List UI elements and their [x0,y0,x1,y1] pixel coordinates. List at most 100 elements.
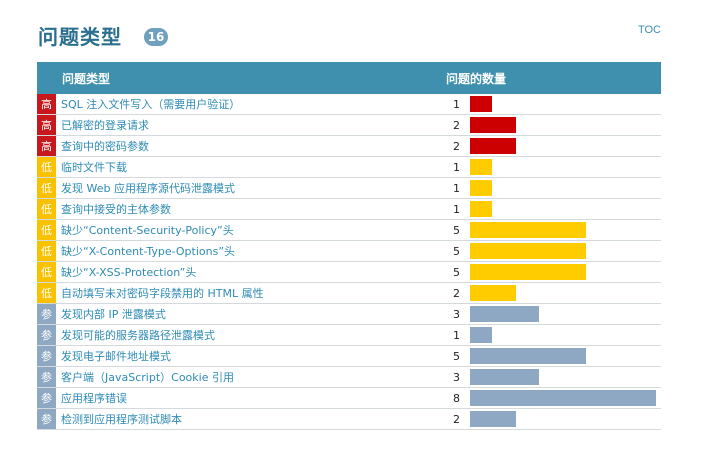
issue-count-bar-cell [470,324,662,346]
issue-type-table: 问题类型 问题的数量 高 SQL 注入文件写入（需要用户验证） 1 高已解密的登录请求… [37,62,662,430]
table-row: 高 SQL 注入文件写入（需要用户验证） 1 [37,94,662,115]
table-row: 参发现电子邮件地址模式 5 [37,345,662,367]
issue-type-link[interactable]: 临时文件下载 [56,156,443,178]
severity-info-badge: 参 [37,387,56,409]
issue-type-link[interactable]: 检测到应用程序测试脚本 [56,408,443,430]
table-row: 低查询中接受的主体参数 1 [37,198,662,220]
column-header-issue-count: 问题的数量 [442,62,662,94]
issue-count-bar [470,264,587,280]
issue-count-value: 1 [442,198,471,220]
issue-type-link[interactable]: 应用程序错误 [56,387,443,409]
issue-count-bar [470,243,587,259]
issue-count-value: 1 [442,94,471,115]
severity-low-badge: 低 [37,198,56,220]
issue-count-value: 2 [442,408,471,430]
severity-info-badge: 参 [37,408,56,430]
table-row: 参应用程序错误 8 [37,387,662,409]
issue-count-bar-cell [470,240,662,262]
table-row: 低缺少“Content-Security-Policy”头 5 [37,219,662,241]
table-row: 参发现内部 IP 泄露模式 3 [37,303,662,325]
issue-count-bar-cell [470,135,662,157]
severity-info-badge: 参 [37,345,56,367]
issue-count-bar-cell [470,177,662,199]
issue-type-link[interactable]: 已解密的登录请求 [56,114,443,136]
issue-count-badge: 16 [144,28,168,46]
issue-count-bar [470,180,493,196]
table-row: 参检测到应用程序测试脚本 2 [37,408,662,430]
issue-count-value: 8 [442,387,471,409]
issue-count-value: 2 [442,114,471,136]
issue-count-value: 5 [442,240,471,262]
issue-count-value: 2 [442,282,471,304]
severity-low-badge: 低 [37,177,56,199]
issue-count-bar [470,390,657,406]
issue-count-bar-cell [470,408,662,430]
issue-count-bar-cell [470,94,662,115]
severity-high-badge: 高 [37,135,56,157]
severity-info-badge: 参 [37,366,56,388]
issue-count-bar [470,369,540,385]
table-row: 低临时文件下载 1 [37,156,662,178]
issue-count-bar [470,201,493,217]
issue-count-bar [470,411,517,427]
table-row: 低缺少“X-XSS-Protection”头 5 [37,261,662,283]
table-row: 低自动填写未对密码字段禁用的 HTML 属性 2 [37,282,662,304]
issue-count-bar-cell [470,198,662,220]
issue-count-bar [470,285,517,301]
title-row: 问题类型 16 [38,20,168,50]
severity-info-badge: 参 [37,303,56,325]
issue-type-link[interactable]: SQL 注入文件写入（需要用户验证） [56,94,443,115]
issue-type-link[interactable]: 查询中接受的主体参数 [56,198,443,220]
issue-type-link[interactable]: 发现内部 IP 泄露模式 [56,303,443,325]
table-row: 低发现 Web 应用程序源代码泄露模式 1 [37,177,662,199]
severity-info-badge: 参 [37,324,56,346]
severity-high-badge: 高 [37,114,56,136]
issue-type-link[interactable]: 缺少“X-Content-Type-Options”头 [56,240,443,262]
table-row: 高查询中的密码参数 2 [37,135,662,157]
issue-count-value: 5 [442,345,471,367]
table-row: 参客户端（JavaScript）Cookie 引用 3 [37,366,662,388]
issue-type-link[interactable]: 发现 Web 应用程序源代码泄露模式 [56,177,443,199]
table-row: 参发现可能的服务器路径泄露模式 1 [37,324,662,346]
issue-count-bar [470,117,517,133]
page-title: 问题类型 [38,24,122,49]
issue-count-bar [470,222,587,238]
issue-type-link[interactable]: 查询中的密码参数 [56,135,443,157]
issue-count-bar-cell [470,156,662,178]
severity-low-badge: 低 [37,219,56,241]
issue-count-bar-cell [470,345,662,367]
issue-count-value: 5 [442,219,471,241]
issue-type-link[interactable]: 缺少“Content-Security-Policy”头 [56,219,443,241]
table-header-row: 问题类型 问题的数量 [37,62,662,94]
severity-high-badge: 高 [37,94,56,115]
issue-count-bar [470,348,587,364]
issue-count-value: 1 [442,156,471,178]
table-row: 高已解密的登录请求 2 [37,114,662,136]
issue-count-bar [470,327,493,343]
issue-count-bar-cell [470,282,662,304]
issue-count-bar-cell [470,114,662,136]
issue-type-link[interactable]: 发现可能的服务器路径泄露模式 [56,324,443,346]
issue-count-value: 2 [442,135,471,157]
issue-count-value: 5 [442,261,471,283]
severity-low-badge: 低 [37,282,56,304]
issue-count-bar [470,159,493,175]
severity-low-badge: 低 [37,240,56,262]
issue-count-bar [470,96,493,112]
severity-low-badge: 低 [37,261,56,283]
issue-count-bar-cell [470,261,662,283]
issue-count-value: 3 [442,366,471,388]
issue-rows: 高 SQL 注入文件写入（需要用户验证） 1 高已解密的登录请求 2 高查询中的密码参数 2… [37,94,662,430]
issue-count-bar-cell [470,219,662,241]
severity-low-badge: 低 [37,156,56,178]
toc-link[interactable]: TOC [637,24,661,36]
issue-type-link[interactable]: 自动填写未对密码字段禁用的 HTML 属性 [56,282,443,304]
issue-count-bar-cell [470,387,662,409]
issue-type-link[interactable]: 客户端（JavaScript）Cookie 引用 [56,366,443,388]
issue-count-bar [470,306,540,322]
issue-type-link[interactable]: 缺少“X-XSS-Protection”头 [56,261,443,283]
issue-type-link[interactable]: 发现电子邮件地址模式 [56,345,443,367]
issue-count-bar-cell [470,366,662,388]
issue-count-bar-cell [470,303,662,325]
issue-count-value: 1 [442,324,471,346]
